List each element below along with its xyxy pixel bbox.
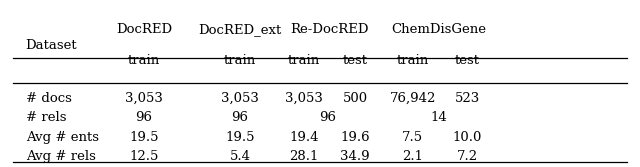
Text: DocRED_ext: DocRED_ext bbox=[198, 23, 282, 36]
Text: 14: 14 bbox=[430, 111, 447, 124]
Text: 76,942: 76,942 bbox=[390, 92, 436, 105]
Text: 10.0: 10.0 bbox=[452, 131, 482, 144]
Text: Dataset: Dataset bbox=[26, 39, 77, 52]
Text: train: train bbox=[224, 54, 256, 67]
Text: 96: 96 bbox=[136, 111, 152, 124]
Text: # docs: # docs bbox=[26, 92, 72, 105]
Text: DocRED: DocRED bbox=[116, 23, 172, 36]
Text: 2.1: 2.1 bbox=[403, 150, 423, 163]
Text: train: train bbox=[397, 54, 429, 67]
Text: Re-DocRED: Re-DocRED bbox=[291, 23, 369, 36]
Text: 3,053: 3,053 bbox=[221, 92, 259, 105]
Text: 523: 523 bbox=[454, 92, 480, 105]
Text: 19.5: 19.5 bbox=[225, 131, 255, 144]
Text: 3,053: 3,053 bbox=[285, 92, 323, 105]
Text: # rels: # rels bbox=[26, 111, 66, 124]
Text: 7.2: 7.2 bbox=[456, 150, 478, 163]
Text: 19.5: 19.5 bbox=[129, 131, 159, 144]
Text: 96: 96 bbox=[319, 111, 336, 124]
Text: test: test bbox=[454, 54, 480, 67]
Text: train: train bbox=[128, 54, 160, 67]
Text: test: test bbox=[342, 54, 368, 67]
Text: 19.6: 19.6 bbox=[340, 131, 370, 144]
Text: 3,053: 3,053 bbox=[125, 92, 163, 105]
Text: train: train bbox=[288, 54, 320, 67]
Text: 500: 500 bbox=[342, 92, 368, 105]
Text: 5.4: 5.4 bbox=[230, 150, 250, 163]
Text: Avg # ents: Avg # ents bbox=[26, 131, 99, 144]
Text: 96: 96 bbox=[232, 111, 248, 124]
Text: 19.4: 19.4 bbox=[289, 131, 319, 144]
Text: 12.5: 12.5 bbox=[129, 150, 159, 163]
Text: 28.1: 28.1 bbox=[289, 150, 319, 163]
Text: ChemDisGene: ChemDisGene bbox=[391, 23, 486, 36]
Text: 7.5: 7.5 bbox=[402, 131, 424, 144]
Text: Avg # rels: Avg # rels bbox=[26, 150, 95, 163]
Text: 34.9: 34.9 bbox=[340, 150, 370, 163]
